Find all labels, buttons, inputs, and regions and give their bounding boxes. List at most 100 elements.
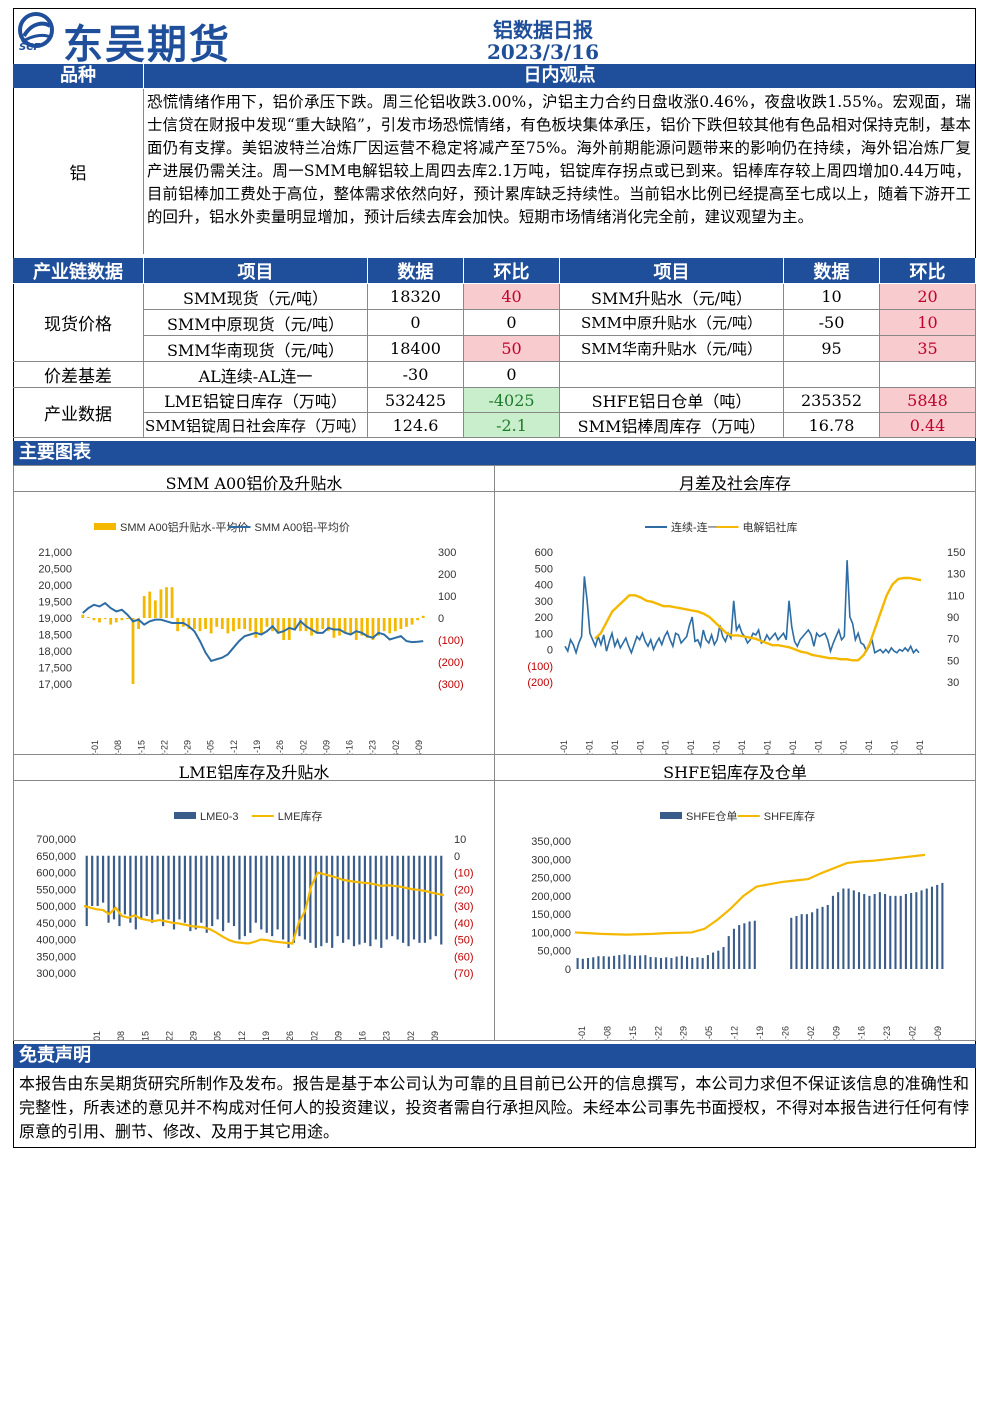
premium-bar (109, 618, 113, 625)
table-section-title: 产业链数据 (13, 258, 144, 284)
y-left-tick-label: 20,000 (38, 580, 72, 592)
lme0-3-bar (151, 855, 154, 923)
table-cell-l-chg: 0 (464, 310, 560, 336)
lme0-3-bar (347, 855, 350, 940)
table-cell-r-chg: 0.44 (880, 413, 976, 438)
y-left-tick-label: 200 (535, 612, 553, 624)
table-cell-l-item: LME铝锭日库存（万吨） (144, 388, 368, 413)
table-cell-l-item: AL连续-AL连一 (144, 362, 368, 388)
legend-label: SHFE库存 (764, 809, 815, 823)
lme0-3-bar (129, 855, 132, 923)
x-tick-label: 2022-12-29 (183, 740, 193, 754)
lme0-3-bar (145, 855, 148, 917)
premium-bar (304, 618, 308, 632)
x-tick-label: 2022-12-08 (116, 1031, 126, 1040)
x-tick-label: 2023-02-09 (831, 1026, 841, 1040)
y-left-tick-label: 300,000 (36, 968, 76, 980)
lme0-3-bar (85, 855, 88, 927)
premium-bar (265, 618, 269, 627)
legend-label: 连续-连一 (671, 520, 719, 534)
warrant-bar (873, 894, 876, 969)
x-tick-label: 2023-02-02 (298, 740, 308, 754)
premium-bar (321, 618, 325, 629)
lme0-3-bar (194, 855, 197, 930)
y-left-tick-label: 350,000 (531, 836, 571, 848)
x-tick-label: 2022-01-01 (559, 740, 569, 754)
y-left-tick-label: 50,000 (537, 946, 571, 958)
variety-header: 品种 (13, 64, 145, 88)
y-left-tick-label: 450,000 (36, 918, 76, 930)
premium-bar (310, 618, 313, 636)
y-left-tick-label: 20,500 (38, 564, 72, 576)
warrant-bar (691, 958, 694, 969)
premium-bar (343, 618, 347, 634)
x-tick-label: 2022-08-01 (737, 740, 747, 754)
warrant-bar (811, 912, 814, 969)
warrant-bar (920, 890, 923, 969)
x-tick-label: 2023-02-02 (309, 1031, 319, 1040)
warrant-bar (628, 955, 631, 969)
y-right-tick-label: (30) (454, 901, 474, 913)
premium-bar (142, 596, 146, 618)
lme0-3-bar (238, 855, 241, 940)
y-left-tick-label: 17,000 (38, 679, 72, 691)
lme0-3-bar (423, 855, 426, 943)
y-left-tick-label: 17,500 (38, 663, 72, 675)
x-tick-label: 2022-12-01 (92, 1031, 102, 1040)
lme0-3-bar (265, 855, 268, 933)
warrant-bar (884, 894, 887, 969)
warrant-bar (712, 952, 715, 969)
premium-bar (271, 618, 274, 632)
y-left-tick-label: 100,000 (531, 927, 571, 939)
variety-label: 铝 (13, 89, 144, 254)
chart1-svg: SMM A00铝升贴水-平均价 SMM A00铝-平均价 21,000 20,500 2… (38, 520, 463, 754)
col-chg-right: 环比 (880, 258, 976, 284)
y-left-tick-label: 150,000 (531, 909, 571, 921)
warrant-bar (654, 957, 657, 969)
lme0-3-bar (162, 855, 165, 927)
x-tick-label: 2022-12-29 (189, 1031, 199, 1040)
group-industry: 产业数据 (13, 388, 144, 438)
warrant-bar (644, 955, 647, 969)
lme0-3-bar (276, 855, 279, 930)
premium-bar (165, 587, 168, 618)
y-right-tick-label: 0 (438, 613, 444, 625)
col-item-right: 项目 (560, 258, 784, 284)
x-tick-label: 2023-03-02 (391, 740, 401, 754)
table-cell-l-chg: -4025 (464, 388, 560, 413)
premium-bar (349, 618, 353, 634)
lme0-3-bar (200, 855, 203, 923)
report-title: 铝数据日报 (493, 18, 593, 42)
x-tick-label: 2022-02-01 (584, 740, 594, 754)
x-tick-label: 2022-07-01 (712, 740, 722, 754)
legend-swatch (174, 812, 196, 819)
table-cell-l-item: SMM中原现货（元/吨） (144, 310, 368, 336)
x-tick-label: 2023-03-01 (915, 740, 925, 754)
premium-bar (237, 618, 241, 629)
chart4-svg: SHFE仓单 SHFE库存 350,000 300,000 250,000 200,000… (531, 809, 944, 1040)
warrant-bar (613, 955, 616, 969)
charts-section-title: 主要图表 (13, 441, 976, 465)
lme0-3-bar (342, 855, 345, 943)
table-cell-r-item: SHFE铝日仓单（吨） (560, 388, 784, 413)
premium-bar (120, 618, 124, 621)
col-chg-left: 环比 (464, 258, 560, 284)
y-left-tick-label: 300,000 (531, 854, 571, 866)
table-cell-r-data: 95 (784, 336, 880, 362)
premium-bar (293, 618, 297, 629)
warrant-bar (680, 955, 683, 969)
chart3-title: LME铝库存及升贴水 (178, 763, 330, 782)
x-tick-label: 2023-02-23 (368, 740, 378, 754)
table-cell-l-item: SMM铝锭周日社会库存（万吨） (144, 413, 368, 438)
x-tick-label: 2022-11-01 (813, 740, 823, 754)
lme0-3-bar (260, 855, 263, 930)
lme0-3-bar (156, 855, 159, 915)
premium-bar (377, 618, 380, 636)
x-tick-label: 2022-10-01 (788, 740, 798, 754)
industry-table: 产业链数据 项目 数据 环比 项目 数据 环比 现货价格 价差基差 产业数据 S… (13, 258, 976, 438)
x-tick-label: 2022-12-22 (164, 1031, 174, 1040)
premium-bar (393, 618, 397, 632)
legend-label: LME库存 (278, 809, 323, 823)
warrant-bar (910, 892, 913, 969)
x-tick-label: 2022-04-01 (635, 740, 645, 754)
